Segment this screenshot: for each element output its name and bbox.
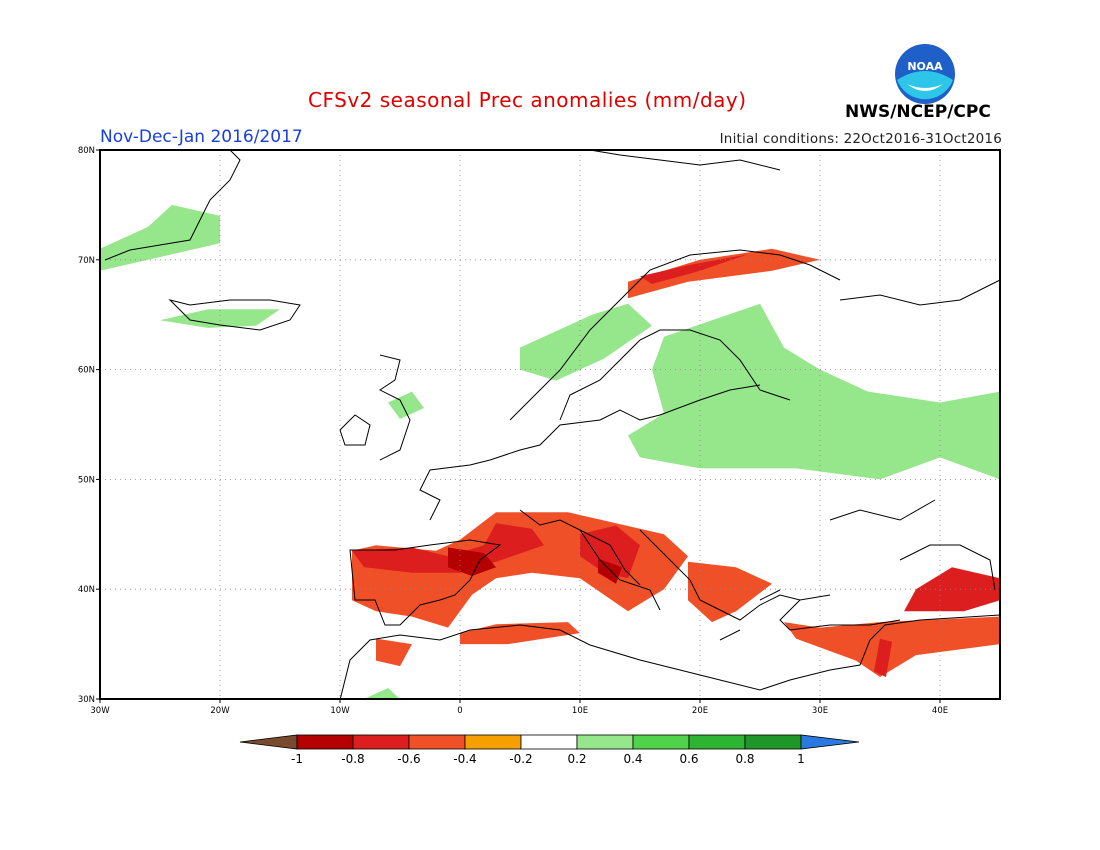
lat-tick-label: 30N xyxy=(78,695,95,705)
anomaly-region xyxy=(352,523,544,573)
colorbar-arrow-low xyxy=(239,734,298,750)
lon-tick-label: 30E xyxy=(812,706,828,716)
noaa-logo-text: NOAA xyxy=(907,60,943,73)
axis-ticks: 30W 20W 10W 0 10E 20E 30E 40E 30N 40N 50N 60N 70N 80N xyxy=(78,146,948,716)
map-title: CFSv2 seasonal Prec anomalies (mm/day) xyxy=(308,88,747,112)
lon-tick-label: 40E xyxy=(932,706,948,716)
anomaly-region xyxy=(640,254,748,284)
colorbar: -1 -0.8 -0.6 -0.4 -0.2 0.2 0.4 0.6 0.8 1 xyxy=(239,734,860,766)
colorbar-label: 0.2 xyxy=(567,752,586,766)
colorbar-swatch xyxy=(520,734,578,750)
anomaly-region xyxy=(904,567,1000,612)
anomaly-region xyxy=(688,561,772,623)
colorbar-label: 1 xyxy=(797,752,805,766)
colorbar-label: 0.8 xyxy=(735,752,754,766)
colorbar-label: 0.6 xyxy=(679,752,698,766)
colorbar-swatch xyxy=(352,734,410,750)
anomaly-region xyxy=(628,248,820,299)
lat-tick-label: 50N xyxy=(78,475,95,485)
lon-tick-label: 30W xyxy=(90,706,110,716)
forecast-period: Nov-Dec-Jan 2016/2017 xyxy=(100,127,303,147)
colorbar-arrow-high xyxy=(800,734,860,750)
organization-label: NWS/NCEP/CPC xyxy=(845,102,991,122)
colorbar-swatch xyxy=(408,734,466,750)
anomaly-region xyxy=(598,558,622,584)
lon-tick-label: 20W xyxy=(210,706,230,716)
anomaly-region xyxy=(376,638,412,667)
colorbar-swatch xyxy=(464,734,522,750)
colorbar-label: -0.2 xyxy=(509,752,532,766)
lon-tick-label: 0 xyxy=(457,706,462,716)
lat-tick-label: 80N xyxy=(78,146,95,156)
anomaly-region xyxy=(448,547,496,576)
noaa-logo-icon: NOAA xyxy=(895,44,955,104)
map-frame xyxy=(99,149,1001,700)
anomaly-region xyxy=(784,616,1000,677)
initial-conditions: Initial conditions: 22Oct2016-31Oct2016 xyxy=(719,131,1002,147)
colorbar-swatch xyxy=(632,734,690,750)
colorbar-label: -0.8 xyxy=(341,752,364,766)
lon-tick-label: 10W xyxy=(330,706,350,716)
lat-tick-label: 60N xyxy=(78,366,95,376)
colorbar-label: -1 xyxy=(291,752,303,766)
colorbar-swatch xyxy=(688,734,746,750)
lat-tick-label: 70N xyxy=(78,256,95,266)
anomaly-region xyxy=(388,391,424,419)
lon-tick-label: 10E xyxy=(572,706,588,716)
lon-tick-label: 20E xyxy=(692,706,708,716)
anomaly-regions xyxy=(100,204,1000,699)
anomaly-region xyxy=(628,303,1000,480)
colorbar-label: -0.6 xyxy=(397,752,420,766)
anomaly-region xyxy=(100,204,220,271)
colorbar-label: 0.4 xyxy=(623,752,642,766)
anomaly-region xyxy=(160,309,280,328)
lat-tick-label: 40N xyxy=(78,585,95,595)
colorbar-label: -0.4 xyxy=(453,752,476,766)
anomaly-region xyxy=(520,303,652,381)
colorbar-swatch xyxy=(296,734,354,750)
anomaly-region xyxy=(364,688,400,699)
map-grid xyxy=(100,150,1000,699)
colorbar-swatch xyxy=(744,734,802,750)
anomaly-region xyxy=(580,525,640,579)
colorbar-swatch xyxy=(576,734,634,750)
coastlines xyxy=(104,149,1001,701)
anomaly-region xyxy=(874,638,892,677)
